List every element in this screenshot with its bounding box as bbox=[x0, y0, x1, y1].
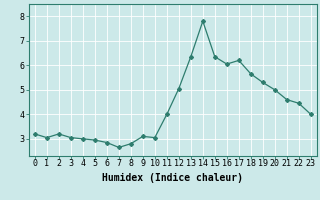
X-axis label: Humidex (Indice chaleur): Humidex (Indice chaleur) bbox=[102, 173, 243, 183]
